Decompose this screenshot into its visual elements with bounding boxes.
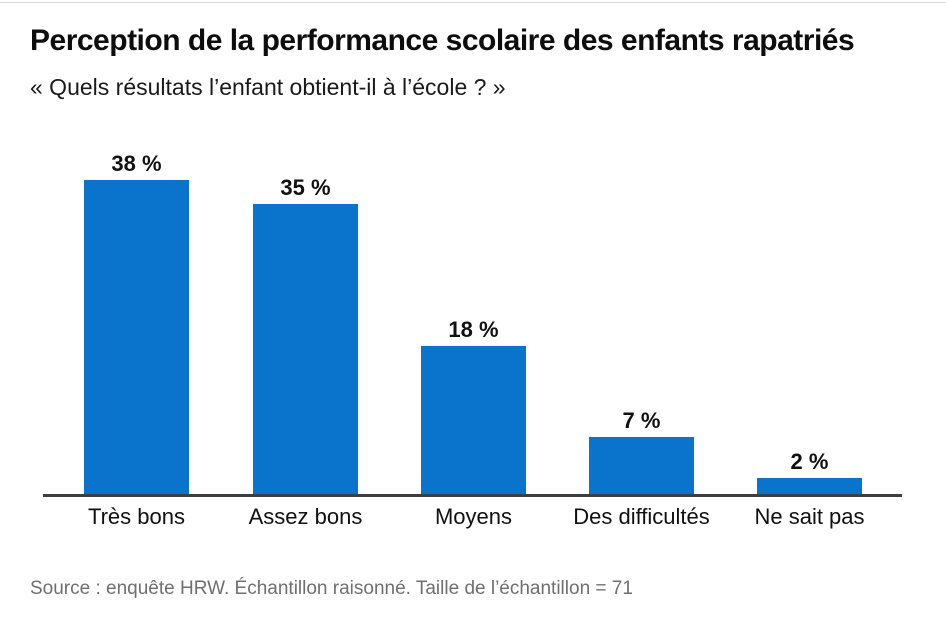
bar-category-label: Des difficultés: [573, 504, 710, 529]
bar-value-label: 18 %: [448, 317, 499, 342]
chart-title: Perception de la performance scolaire de…: [30, 24, 855, 57]
bar-category-label: Moyens: [434, 504, 513, 529]
chart-subtitle: « Quels résultats l’enfant obtient-il à …: [30, 74, 506, 100]
bar: [421, 346, 526, 495]
bar-category-label: Très bons: [87, 504, 185, 529]
source-note: Source : enquête HRW. Échantillon raison…: [30, 578, 633, 599]
x-axis-line: [43, 494, 902, 497]
bar-category-label: Assez bons: [248, 504, 363, 529]
bar-value-label: 7 %: [622, 408, 661, 433]
bar: [84, 180, 189, 495]
bar: [253, 204, 358, 495]
bar: [589, 437, 694, 495]
bar-value-label: 2 %: [790, 449, 829, 474]
bar-value-label: 38 %: [111, 151, 162, 176]
bar: [757, 478, 862, 495]
top-border: [0, 2, 946, 3]
bar-value-label: 35 %: [280, 175, 331, 200]
bar-category-label: Ne sait pas: [754, 504, 865, 529]
